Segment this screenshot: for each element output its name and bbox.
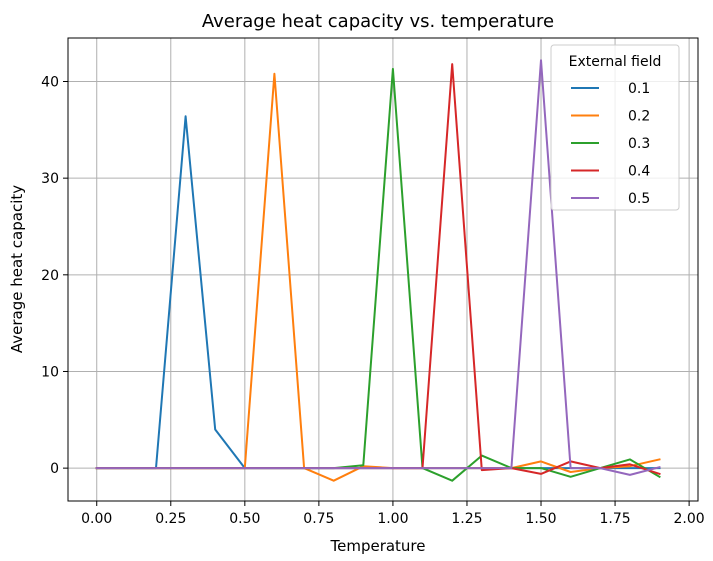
plot-frame bbox=[67, 37, 699, 502]
y-axis-label: Average heat capacity bbox=[8, 185, 26, 353]
ticks: 0.00 0.25 0.50 0.75 1.00 1.25 1.50 1.75 2.00 0 10 2… bbox=[41, 74, 705, 527]
legend-box bbox=[550, 44, 680, 211]
chart-title: Average heat capacity vs. temperature bbox=[202, 11, 554, 32]
y-tick-label: 30 bbox=[41, 171, 59, 187]
y-tick-label: 40 bbox=[41, 74, 59, 90]
x-tick-label: 1.00 bbox=[377, 511, 408, 527]
legend: External field 0.1 0.2 0.3 0.4 0.5 bbox=[550, 44, 680, 211]
x-tick-label: 0.25 bbox=[155, 511, 186, 527]
x-tick-label: 1.50 bbox=[525, 511, 556, 527]
legend-entries: 0.1 0.2 0.3 0.4 0.5 bbox=[571, 81, 650, 207]
y-tick-label: 20 bbox=[41, 268, 59, 284]
y-tick-label: 0 bbox=[50, 461, 59, 477]
legend-title: External field bbox=[569, 54, 662, 70]
x-tick-label: 0.50 bbox=[229, 511, 260, 527]
x-tick-label: 0.75 bbox=[303, 511, 334, 527]
legend-label-0.3: 0.3 bbox=[628, 136, 650, 152]
x-tick-label: 1.25 bbox=[451, 511, 482, 527]
x-tick-label: 2.00 bbox=[674, 511, 705, 527]
legend-label-0.4: 0.4 bbox=[628, 164, 650, 180]
x-axis-label: Temperature bbox=[329, 537, 425, 555]
legend-label-0.5: 0.5 bbox=[628, 191, 650, 207]
series-line-0.5 bbox=[95, 59, 661, 476]
y-tick-label: 10 bbox=[41, 364, 59, 380]
series-layer bbox=[95, 59, 661, 482]
x-tick-label: 1.75 bbox=[599, 511, 630, 527]
legend-label-0.2: 0.2 bbox=[628, 109, 650, 125]
x-tick-label: 0.00 bbox=[81, 511, 112, 527]
legend-label-0.1: 0.1 bbox=[628, 81, 650, 97]
